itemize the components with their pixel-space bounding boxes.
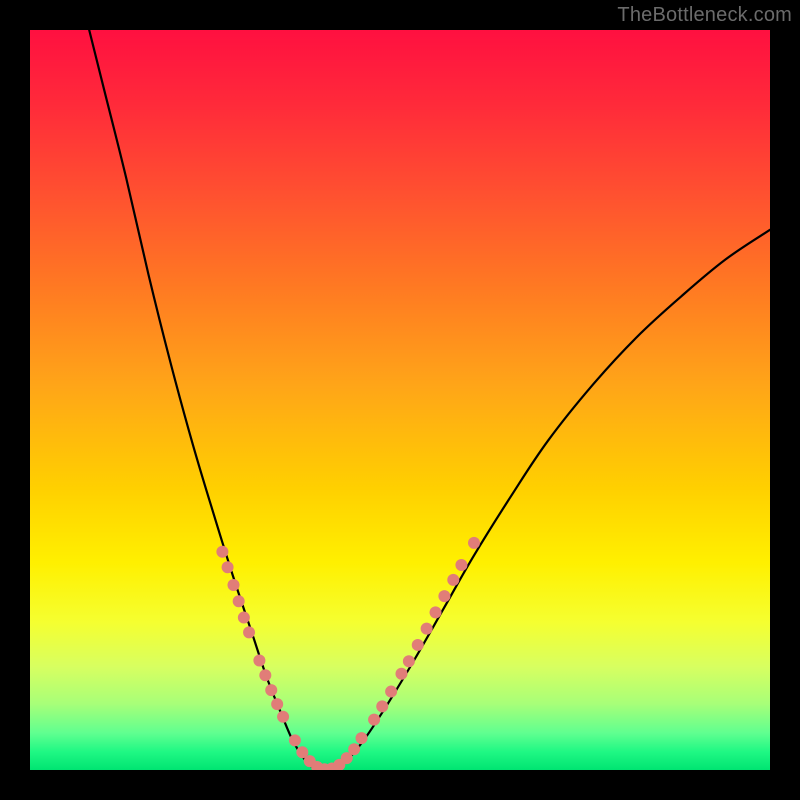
highlight-dot [259,669,271,681]
highlight-dot [216,546,228,558]
highlight-dot [438,590,450,602]
highlight-dot [253,654,265,666]
gradient-background [30,30,770,770]
highlight-dot [455,559,467,571]
highlight-dot [265,684,277,696]
highlight-dot [412,639,424,651]
chart-frame: TheBottleneck.com [0,0,800,800]
highlight-dot [238,612,250,624]
highlight-dot [447,574,459,586]
highlight-dot [356,732,368,744]
highlight-dot [289,734,301,746]
chart-svg [30,30,770,770]
highlight-dot [403,655,415,667]
highlight-dot [376,700,388,712]
highlight-dot [271,698,283,710]
highlight-dot [228,579,240,591]
highlight-dot [243,626,255,638]
watermark-text: TheBottleneck.com [617,4,792,27]
highlight-dot [430,606,442,618]
highlight-dot [233,595,245,607]
highlight-dot [368,714,380,726]
highlight-dot [348,743,360,755]
highlight-dot [385,686,397,698]
highlight-dot [222,561,234,573]
highlight-dot [468,537,480,549]
highlight-dot [421,623,433,635]
plot-area [30,30,770,770]
highlight-dot [395,668,407,680]
highlight-dot [277,711,289,723]
